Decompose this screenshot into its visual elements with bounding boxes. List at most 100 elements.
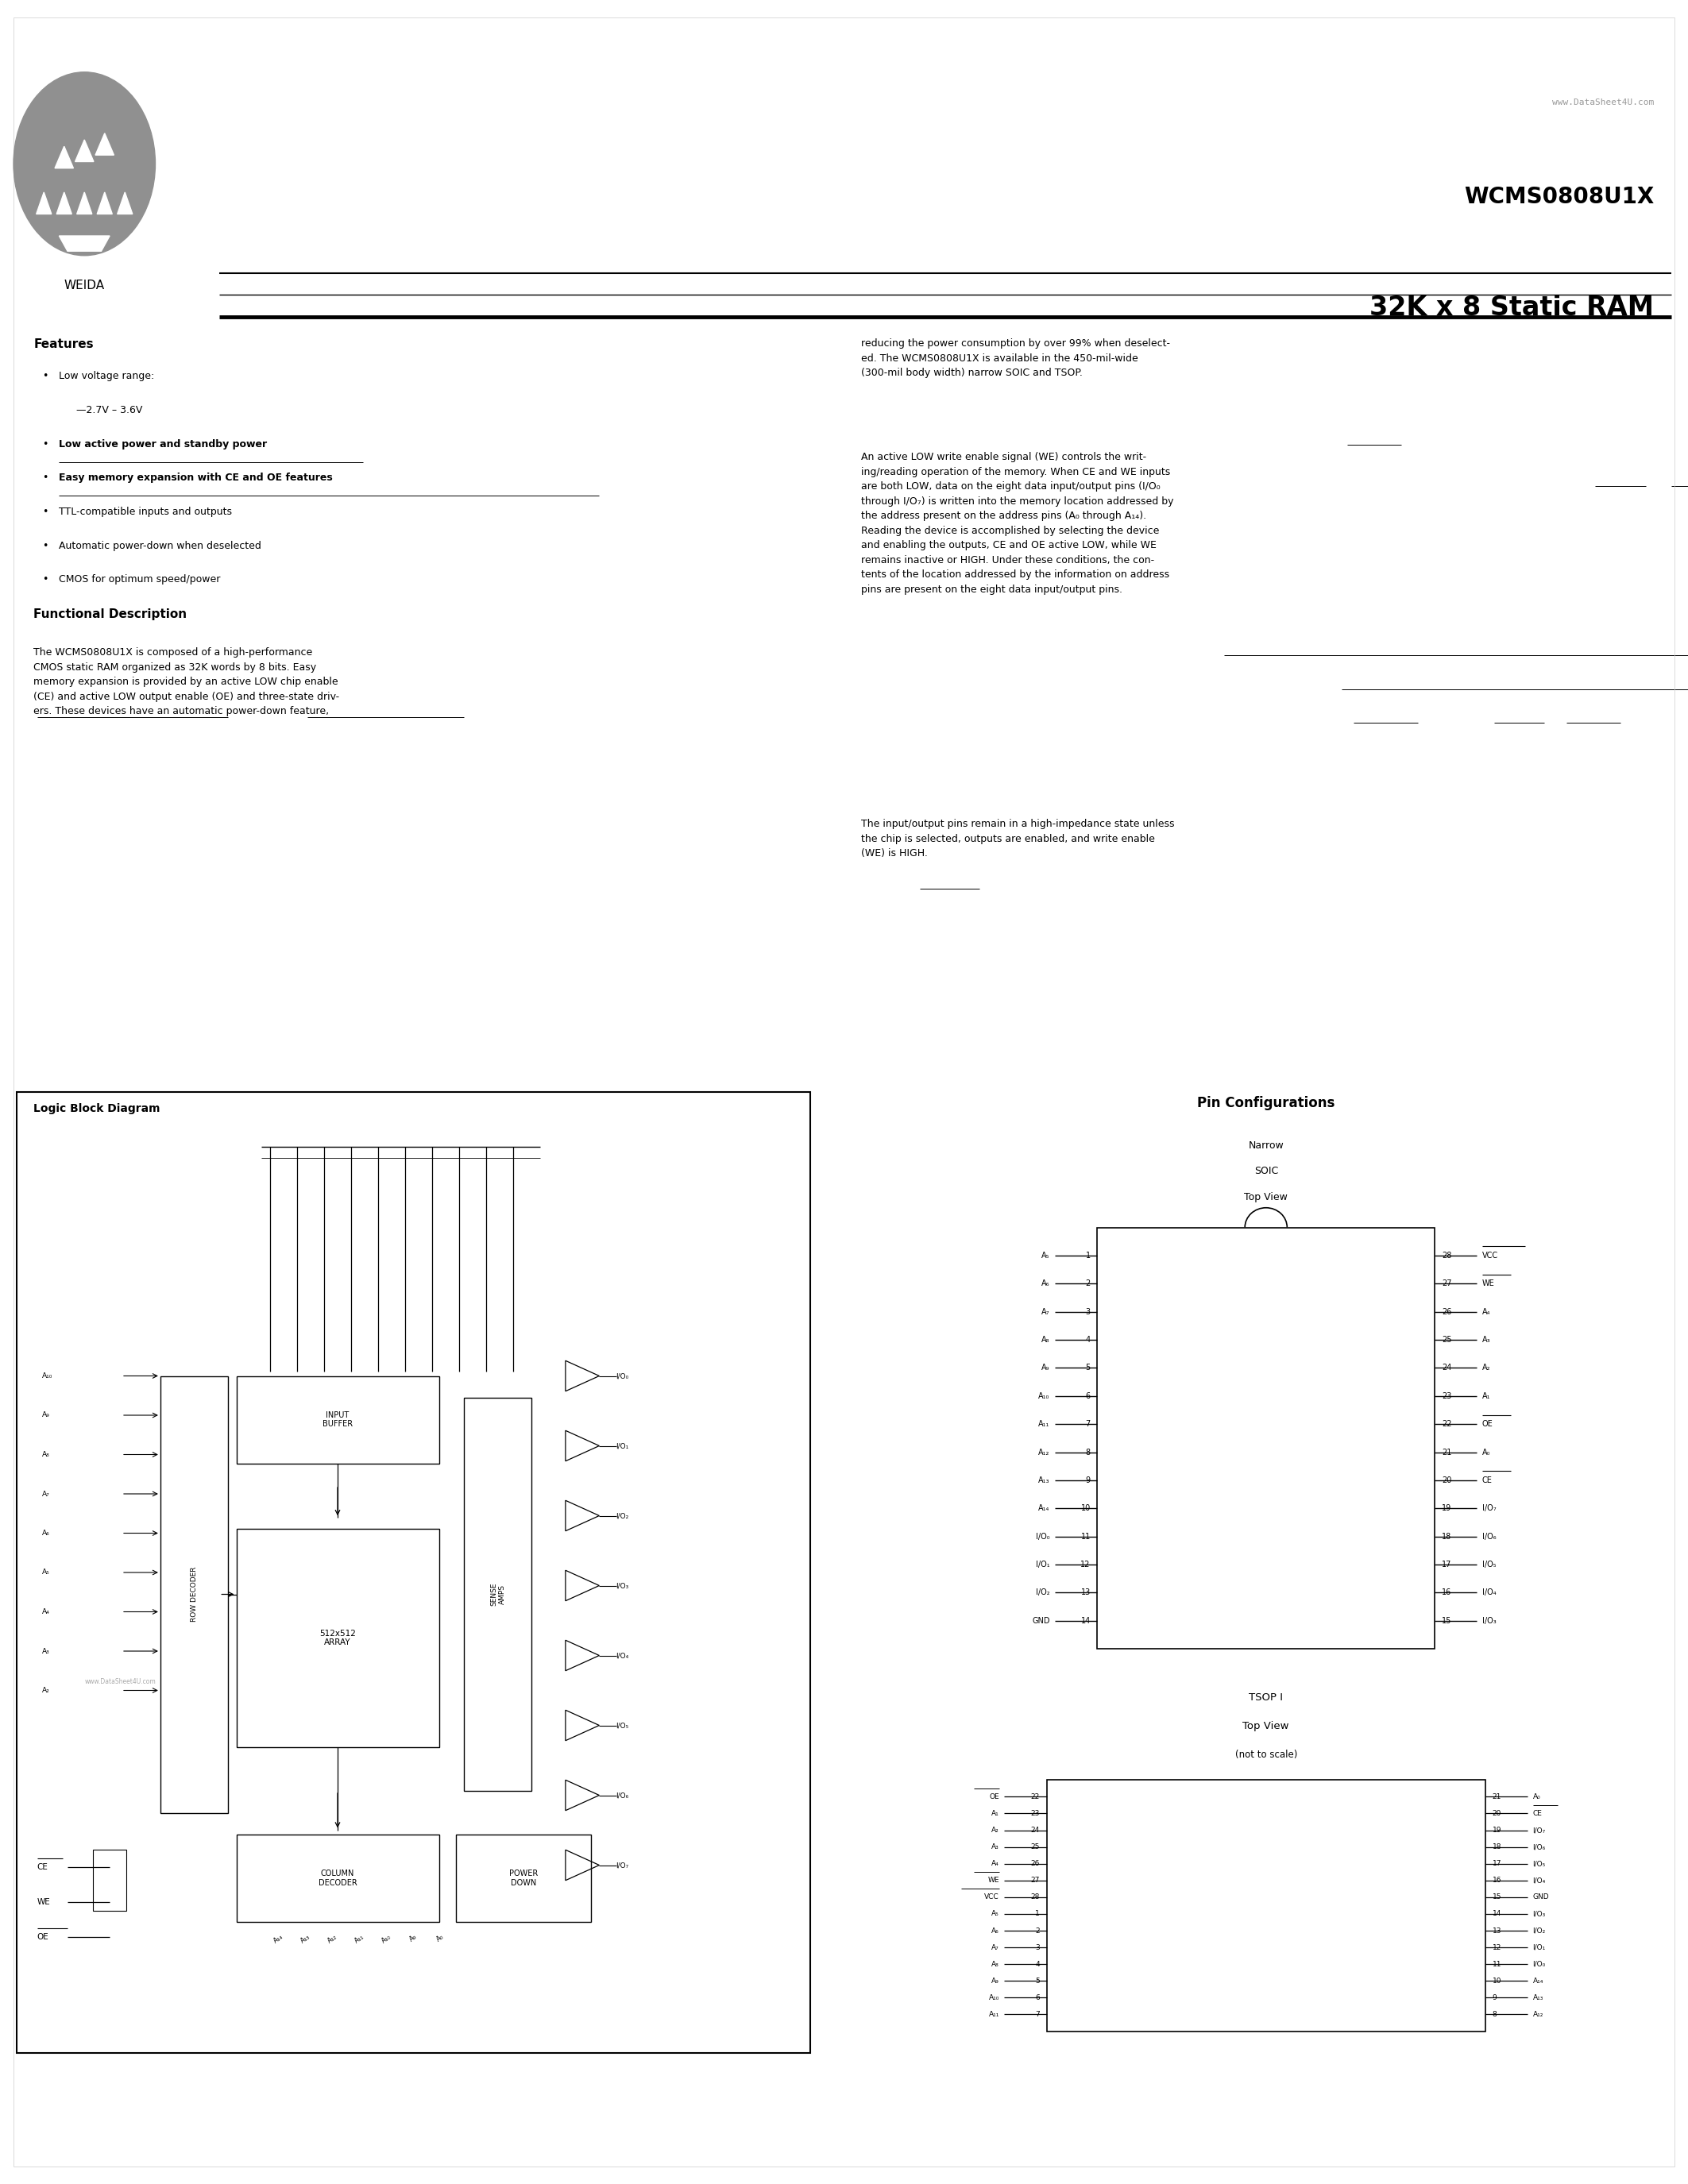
Text: A₁₃: A₁₃: [1038, 1476, 1050, 1485]
Text: 22: 22: [1031, 1793, 1040, 1800]
Text: 13: 13: [1492, 1926, 1501, 1935]
Text: OE: OE: [989, 1793, 999, 1800]
Text: WE: WE: [37, 1898, 51, 1907]
Text: A₅: A₅: [991, 1911, 999, 1918]
Text: 9: 9: [1085, 1476, 1090, 1485]
Text: A₁₂: A₁₂: [326, 1933, 339, 1944]
Text: A₄: A₄: [991, 1861, 999, 1867]
Text: 27: 27: [1442, 1280, 1452, 1289]
Polygon shape: [54, 146, 74, 168]
Bar: [456, 1835, 591, 1922]
Text: A₀: A₀: [436, 1933, 446, 1944]
Text: I/O₀: I/O₀: [1036, 1533, 1050, 1540]
Polygon shape: [118, 192, 132, 214]
Text: 6: 6: [1085, 1391, 1090, 1400]
Text: A₁₂: A₁₂: [1038, 1448, 1050, 1457]
Text: A₅: A₅: [42, 1568, 51, 1577]
Text: I/O₇: I/O₇: [1533, 1826, 1546, 1835]
Text: An active LOW write enable signal (WE) controls the writ-
ing/reading operation : An active LOW write enable signal (WE) c…: [861, 452, 1173, 594]
Text: I/O₆: I/O₆: [616, 1791, 630, 1800]
Text: INPUT
BUFFER: INPUT BUFFER: [322, 1411, 353, 1428]
Text: A₈: A₈: [42, 1450, 51, 1459]
Text: I/O₆: I/O₆: [1533, 1843, 1546, 1850]
Text: www.DataSheet4U.com: www.DataSheet4U.com: [84, 1677, 155, 1686]
Text: 8: 8: [1492, 2011, 1497, 2018]
Text: 23: 23: [1442, 1391, 1452, 1400]
Text: 26: 26: [1031, 1861, 1040, 1867]
Text: 5: 5: [1085, 1365, 1090, 1372]
Text: I/O₄: I/O₄: [1482, 1588, 1496, 1597]
Text: (not to scale): (not to scale): [1236, 1749, 1296, 1760]
Text: 8: 8: [1085, 1448, 1090, 1457]
Text: 11: 11: [1492, 1961, 1501, 1968]
Text: I/O₀: I/O₀: [616, 1372, 630, 1380]
Text: A₁₂: A₁₂: [1533, 2011, 1543, 2018]
Text: 1: 1: [1085, 1251, 1090, 1260]
Text: WCMS0808U1X: WCMS0808U1X: [1463, 186, 1654, 207]
Text: A₁₁: A₁₁: [1038, 1420, 1050, 1428]
Text: The WCMS0808U1X is composed of a high-performance
CMOS static RAM organized as 3: The WCMS0808U1X is composed of a high-pe…: [34, 646, 339, 716]
Text: I/O₄: I/O₄: [1533, 1876, 1546, 1885]
Text: I/O₄: I/O₄: [616, 1651, 630, 1660]
Text: Pin Configurations: Pin Configurations: [1197, 1096, 1335, 1112]
Bar: [464, 1398, 532, 1791]
Text: A₆: A₆: [42, 1529, 51, 1538]
Text: OE: OE: [1482, 1420, 1492, 1428]
Text: 13: 13: [1080, 1588, 1090, 1597]
Text: 16: 16: [1442, 1588, 1452, 1597]
Text: CE: CE: [37, 1863, 49, 1872]
Bar: [236, 1376, 439, 1463]
Text: Low active power and standby power: Low active power and standby power: [59, 439, 267, 450]
Text: I/O₀: I/O₀: [1533, 1961, 1546, 1968]
Text: A₄: A₄: [42, 1607, 51, 1616]
Text: 25: 25: [1442, 1337, 1452, 1343]
Text: I/O₃: I/O₃: [1482, 1616, 1496, 1625]
Text: 19: 19: [1442, 1505, 1452, 1511]
Text: A₀: A₀: [1482, 1448, 1491, 1457]
Bar: [160, 1376, 228, 1813]
Text: Features: Features: [34, 339, 95, 349]
Text: 5: 5: [1035, 1977, 1040, 1985]
Text: A₁: A₁: [991, 1811, 999, 1817]
Text: A₁₄: A₁₄: [1533, 1977, 1543, 1985]
Text: 10: 10: [1492, 1977, 1501, 1985]
Text: 17: 17: [1492, 1861, 1501, 1867]
Text: CE: CE: [1482, 1476, 1492, 1485]
Text: 18: 18: [1442, 1533, 1452, 1540]
Text: Easy memory expansion with CE and OE features: Easy memory expansion with CE and OE fea…: [59, 472, 333, 483]
Text: CMOS for optimum speed/power: CMOS for optimum speed/power: [59, 574, 221, 585]
Text: 22: 22: [1442, 1420, 1452, 1428]
Text: A₁₀: A₁₀: [1038, 1391, 1050, 1400]
Bar: [93, 1850, 127, 1911]
Text: 20: 20: [1442, 1476, 1452, 1485]
Polygon shape: [78, 192, 91, 214]
Text: 21: 21: [1492, 1793, 1501, 1800]
Text: CE: CE: [1533, 1811, 1543, 1817]
Text: 512x512
ARRAY: 512x512 ARRAY: [319, 1629, 356, 1647]
Text: A₁₃: A₁₃: [299, 1933, 312, 1944]
Text: A₁₁: A₁₁: [353, 1933, 366, 1944]
Text: I/O₂: I/O₂: [1533, 1926, 1546, 1935]
Text: A₉: A₉: [42, 1411, 51, 1420]
Text: 3: 3: [1085, 1308, 1090, 1315]
Text: 3: 3: [1035, 1944, 1040, 1950]
Text: 2: 2: [1035, 1926, 1040, 1935]
Text: A₃: A₃: [1482, 1337, 1491, 1343]
Text: TSOP I: TSOP I: [1249, 1693, 1283, 1704]
Text: A₁₄: A₁₄: [272, 1933, 285, 1944]
Text: I/O₅: I/O₅: [1533, 1861, 1546, 1867]
Text: 14: 14: [1492, 1911, 1501, 1918]
Text: 12: 12: [1080, 1562, 1090, 1568]
Text: I/O₃: I/O₃: [1533, 1911, 1546, 1918]
Text: 19: 19: [1492, 1826, 1501, 1835]
Text: 7: 7: [1085, 1420, 1090, 1428]
Polygon shape: [95, 133, 113, 155]
Text: •: •: [42, 472, 47, 483]
Text: A₈: A₈: [991, 1961, 999, 1968]
Text: A₁: A₁: [1482, 1391, 1491, 1400]
Text: I/O₇: I/O₇: [1482, 1505, 1496, 1511]
Bar: [1047, 1780, 1485, 2031]
Text: www.DataSheet4U.com: www.DataSheet4U.com: [1553, 98, 1654, 107]
Text: —2.7V – 3.6V: —2.7V – 3.6V: [76, 406, 142, 415]
Text: •: •: [42, 574, 47, 585]
